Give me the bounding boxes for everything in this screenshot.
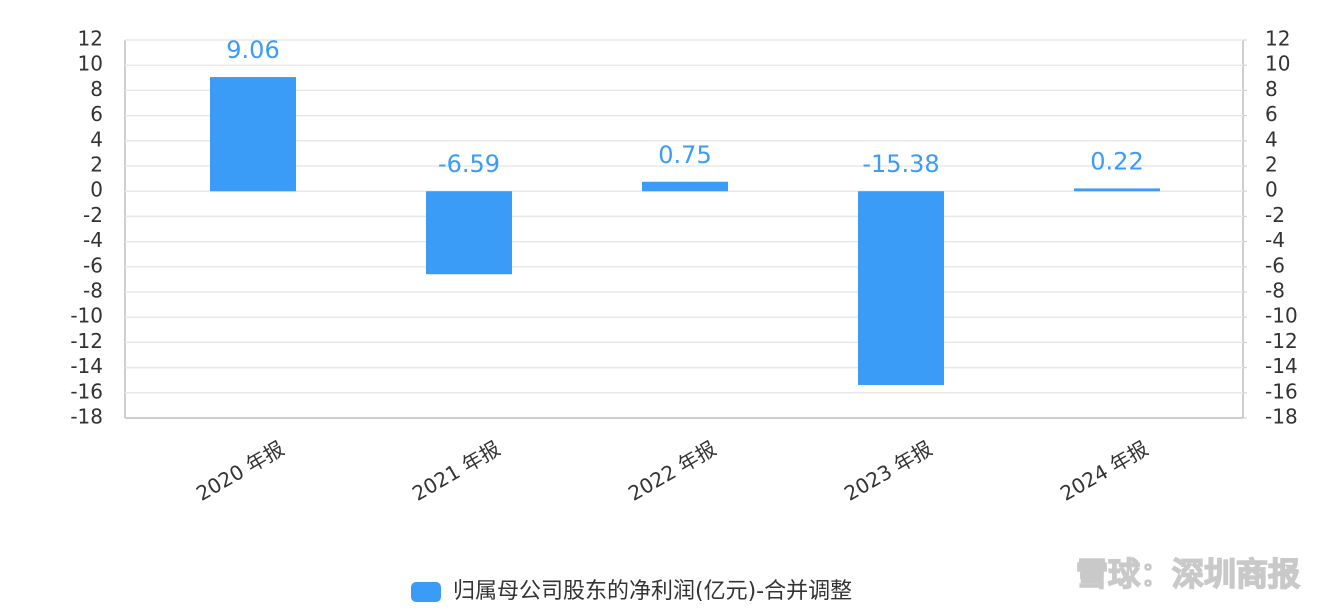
- data-label: 0.22: [1090, 147, 1143, 175]
- data-label: 9.06: [226, 36, 279, 64]
- bar: [210, 77, 296, 192]
- y2-tick-label: 6: [1265, 102, 1278, 126]
- y2-tick-label: 0: [1265, 178, 1278, 202]
- y-tick-label: 4: [90, 127, 103, 151]
- y2-tick-label: -4: [1265, 228, 1285, 252]
- y2-tick-label: -8: [1265, 279, 1285, 303]
- bar: [642, 181, 728, 192]
- y2-tick-label: -6: [1265, 253, 1285, 277]
- y-tick-label: 2: [90, 153, 103, 177]
- y2-tick-label: -12: [1265, 329, 1298, 353]
- y-tick-label: 10: [78, 52, 103, 76]
- y-tick-label: -18: [70, 405, 103, 429]
- bar: [426, 191, 512, 275]
- y2-tick-label: -2: [1265, 203, 1285, 227]
- data-label: 0.75: [658, 141, 711, 169]
- data-label: -6.59: [438, 150, 500, 178]
- data-label: -15.38: [862, 150, 939, 178]
- legend-label: 归属母公司股东的净利润(亿元)-合并调整: [453, 579, 852, 604]
- y2-tick-label: -10: [1265, 304, 1298, 328]
- bar: [858, 191, 944, 385]
- x-tick-label: 2023 年报: [840, 436, 936, 505]
- y-tick-label: 0: [90, 178, 103, 202]
- watermark: 雪球：深圳商报: [1076, 555, 1300, 593]
- y-tick-label: -10: [70, 304, 103, 328]
- y2-tick-label: -18: [1265, 405, 1298, 429]
- y2-tick-label: 8: [1265, 77, 1278, 101]
- y-tick-label: 12: [78, 27, 103, 51]
- y-tick-label: -16: [70, 379, 103, 403]
- x-tick-label: 2020 年报: [192, 436, 288, 505]
- y2-tick-label: 2: [1265, 153, 1278, 177]
- y2-tick-label: -14: [1265, 354, 1298, 378]
- y-tick-label: -8: [83, 279, 103, 303]
- y-tick-label: -12: [70, 329, 103, 353]
- y-tick-label: -14: [70, 354, 103, 378]
- x-tick-label: 2022 年报: [624, 436, 720, 505]
- y2-tick-label: 10: [1265, 52, 1290, 76]
- y2-tick-label: 4: [1265, 127, 1278, 151]
- y2-tick-label: 12: [1265, 27, 1290, 51]
- y-tick-label: -2: [83, 203, 103, 227]
- y-tick-label: 8: [90, 77, 103, 101]
- y-tick-label: -6: [83, 253, 103, 277]
- y-tick-label: 6: [90, 102, 103, 126]
- x-tick-label: 2021 年报: [408, 436, 504, 505]
- bar: [1074, 188, 1160, 192]
- y-tick-label: -4: [83, 228, 103, 252]
- y2-tick-label: -16: [1265, 379, 1298, 403]
- legend-swatch: [411, 582, 441, 602]
- x-tick-label: 2024 年报: [1056, 436, 1152, 505]
